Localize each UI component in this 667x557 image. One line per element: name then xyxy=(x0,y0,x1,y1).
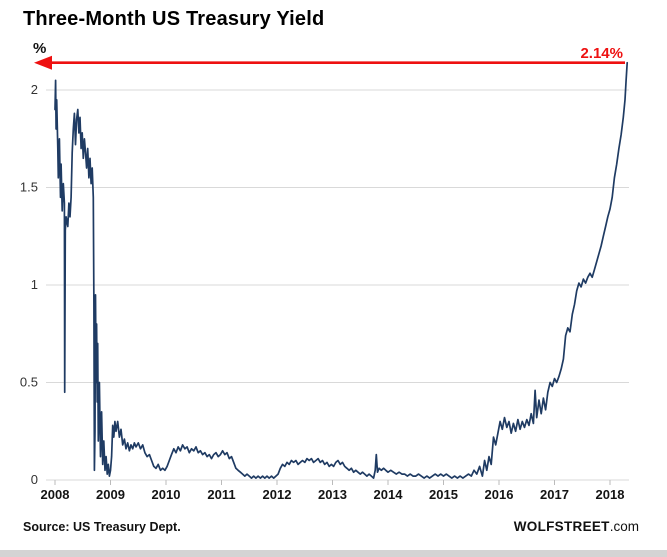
x-tick-label: 2014 xyxy=(374,487,404,502)
x-tick-label: 2015 xyxy=(429,487,458,502)
x-tick-label: 2017 xyxy=(540,487,569,502)
brand-watermark: WOLFSTREET.com xyxy=(514,519,639,534)
source-note: Source: US Treasury Dept. xyxy=(23,520,181,534)
brand-watermark-suffix: .com xyxy=(609,519,639,534)
window-bottom-edge xyxy=(0,550,667,557)
y-tick-label: 1 xyxy=(31,277,38,292)
y-tick-label: 0.5 xyxy=(20,375,38,390)
brand-watermark-bold: WOLFSTREET xyxy=(513,519,610,534)
yield-line xyxy=(54,61,629,479)
chart-title: Three-Month US Treasury Yield xyxy=(23,8,325,30)
x-tick-label: 2013 xyxy=(318,487,347,502)
annotation-arrowhead-icon xyxy=(34,55,52,70)
y-tick-label: 1.5 xyxy=(20,180,38,195)
x-tick-label: 2008 xyxy=(41,487,70,502)
y-tick-label: 0 xyxy=(31,472,38,487)
annotation-value-label: 2.14% xyxy=(580,45,623,62)
x-tick-label: 2010 xyxy=(152,487,181,502)
y-tick-label: 2 xyxy=(31,82,38,97)
y-axis-unit-label: % xyxy=(33,40,47,57)
x-tick-label: 2011 xyxy=(207,487,235,502)
x-tick-label: 2009 xyxy=(96,487,125,502)
x-tick-label: 2012 xyxy=(263,487,292,502)
x-tick-label: 2016 xyxy=(485,487,514,502)
x-tick-label: 2018 xyxy=(596,487,625,502)
